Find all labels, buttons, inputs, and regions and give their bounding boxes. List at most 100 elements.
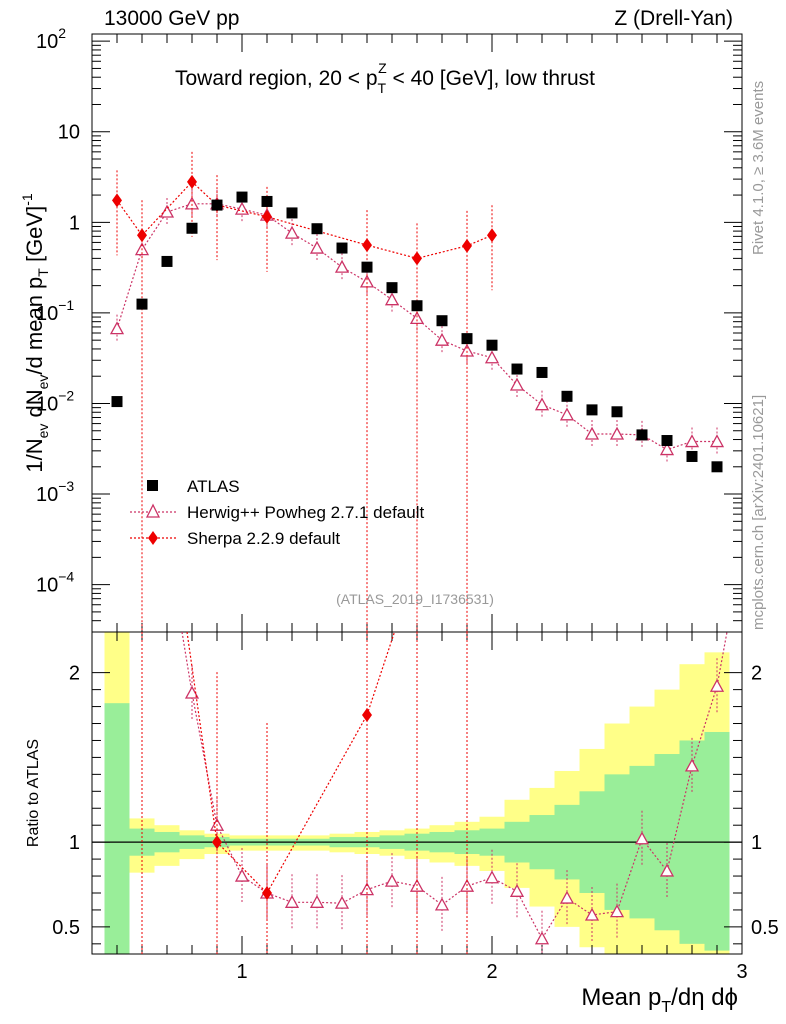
y-tick-label: 1 xyxy=(69,212,80,234)
atlas-point xyxy=(336,242,348,254)
header-right: Z (Drell-Yan) xyxy=(614,7,733,30)
herwig-point xyxy=(159,204,175,218)
y-tick-label: 102 xyxy=(36,25,66,53)
plot-title-sub: T xyxy=(378,80,387,96)
herwig-ratio-point xyxy=(284,894,300,908)
sherpa-ratio-point xyxy=(362,708,372,723)
sherpa-point xyxy=(362,238,372,253)
x-tick-label: 3 xyxy=(736,961,747,983)
herwig-point xyxy=(434,332,450,346)
mcplots-label: mcplots.cern.ch [arXiv:2401.10621] xyxy=(750,395,767,630)
legend: ATLAS Herwig++ Powheg 2.7.1 default Sher… xyxy=(130,477,424,548)
x-tick-label: 1 xyxy=(236,961,247,983)
ratio-y-tick-label: 1 xyxy=(69,832,80,854)
herwig-ratio-point xyxy=(709,678,725,692)
sherpa-point xyxy=(112,193,122,208)
atlas-point xyxy=(186,222,198,234)
herwig-point xyxy=(109,321,125,335)
atlas-point xyxy=(261,195,273,207)
x-tick-label: 2 xyxy=(486,961,497,983)
ratio-y-tick-label-right: 1 xyxy=(751,832,762,854)
herwig-point xyxy=(659,442,675,456)
herwig-point xyxy=(709,434,725,448)
band-inner xyxy=(704,731,730,951)
herwig-ratio-point xyxy=(584,907,600,921)
herwig-point xyxy=(309,240,325,254)
y-tick-label: 10 xyxy=(58,122,80,144)
herwig-point xyxy=(609,426,625,440)
ratio-y-tick-label: 2 xyxy=(69,663,80,685)
analysis-watermark: (ATLAS_2019_I1736531) xyxy=(336,591,494,607)
plot-title-sup: Z xyxy=(378,60,387,76)
herwig-ratio-point xyxy=(684,758,700,772)
herwig-point xyxy=(684,434,700,448)
sherpa-point xyxy=(262,209,272,224)
rivet-version-label: Rivet 4.1.0, ≥ 3.6M events xyxy=(750,81,767,255)
herwig-ratio-point xyxy=(634,831,650,845)
sherpa-ratio-point xyxy=(212,835,222,850)
herwig-point xyxy=(509,377,525,391)
atlas-point xyxy=(361,261,373,273)
ratio-axis-ticks: 1 2 30.5 0.51 12 2 xyxy=(52,632,779,983)
band-inner xyxy=(104,703,130,954)
herwig-ratio-point xyxy=(334,895,350,909)
plot-title-post: < 40 [GeV], low thrust xyxy=(387,67,596,90)
herwig-point xyxy=(334,259,350,273)
main-plot-marks xyxy=(109,151,725,632)
herwig-point xyxy=(359,274,375,288)
atlas-point xyxy=(161,255,173,267)
atlas-point xyxy=(411,300,423,312)
legend-atlas-label: ATLAS xyxy=(187,477,240,496)
atlas-point xyxy=(536,366,548,378)
legend-herwig-label: Herwig++ Powheg 2.7.1 default xyxy=(187,503,424,522)
atlas-point xyxy=(661,435,673,447)
herwig-point xyxy=(384,292,400,306)
y-tick-label: 10−4 xyxy=(36,569,74,597)
atlas-point xyxy=(511,363,523,375)
herwig-ratio-point xyxy=(534,931,550,945)
atlas-point xyxy=(386,282,398,294)
atlas-point xyxy=(686,450,698,462)
atlas-point xyxy=(436,315,448,327)
sherpa-line xyxy=(116,180,493,260)
legend-sherpa-marker xyxy=(148,531,158,545)
atlas-point xyxy=(711,461,723,473)
y-tick-label: 10−3 xyxy=(36,478,74,506)
atlas-point xyxy=(111,396,123,408)
herwig-point xyxy=(484,350,500,364)
atlas-point xyxy=(636,429,648,441)
sherpa-point xyxy=(412,251,422,266)
herwig-ratio-point xyxy=(434,897,450,911)
herwig-ratio-point xyxy=(484,870,500,884)
herwig-ratio-point xyxy=(559,890,575,904)
atlas-point xyxy=(136,298,148,310)
legend-atlas-marker xyxy=(147,480,158,491)
atlas-point xyxy=(236,191,248,203)
herwig-ratio-point xyxy=(309,894,325,908)
atlas-point xyxy=(586,404,598,416)
herwig-point xyxy=(584,426,600,440)
herwig-point xyxy=(409,311,425,325)
ratio-y-tick-label: 0.5 xyxy=(52,917,80,939)
plot-title-pre: Toward region, 20 < p xyxy=(175,67,378,90)
main-axis-ticks: 102 10 1 10−1 10−2 10−3 10−4 xyxy=(36,25,743,633)
sherpa-point xyxy=(462,238,472,253)
plot-title: Toward region, 20 < pTZ < 40 [GeV], low … xyxy=(175,60,595,96)
ratio-y-tick-label-right: 0.5 xyxy=(751,917,779,939)
herwig-ratio-point xyxy=(509,883,525,897)
sherpa-point xyxy=(187,174,197,189)
ratio-plot-marks xyxy=(141,631,728,954)
herwig-point xyxy=(459,343,475,357)
herwig-ratio-point xyxy=(659,863,675,877)
y-tick-label: 10−2 xyxy=(36,387,74,415)
atlas-point xyxy=(311,223,323,235)
herwig-point xyxy=(284,225,300,239)
atlas-point xyxy=(211,199,223,211)
main-y-axis-label: 1/Nev dNev/d mean pT [GeV]-1 xyxy=(19,193,51,473)
herwig-point xyxy=(559,407,575,421)
herwig-ratio-point xyxy=(384,873,400,887)
herwig-point xyxy=(184,196,200,210)
herwig-point xyxy=(234,201,250,215)
herwig-ratio-point xyxy=(234,868,250,882)
